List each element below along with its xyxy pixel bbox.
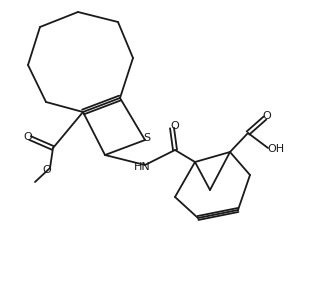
Text: O: O [262, 111, 272, 121]
Text: O: O [43, 165, 51, 175]
Text: S: S [143, 133, 151, 143]
Text: O: O [24, 132, 32, 142]
Text: OH: OH [267, 144, 285, 154]
Text: HN: HN [134, 162, 151, 172]
Text: O: O [171, 121, 179, 131]
